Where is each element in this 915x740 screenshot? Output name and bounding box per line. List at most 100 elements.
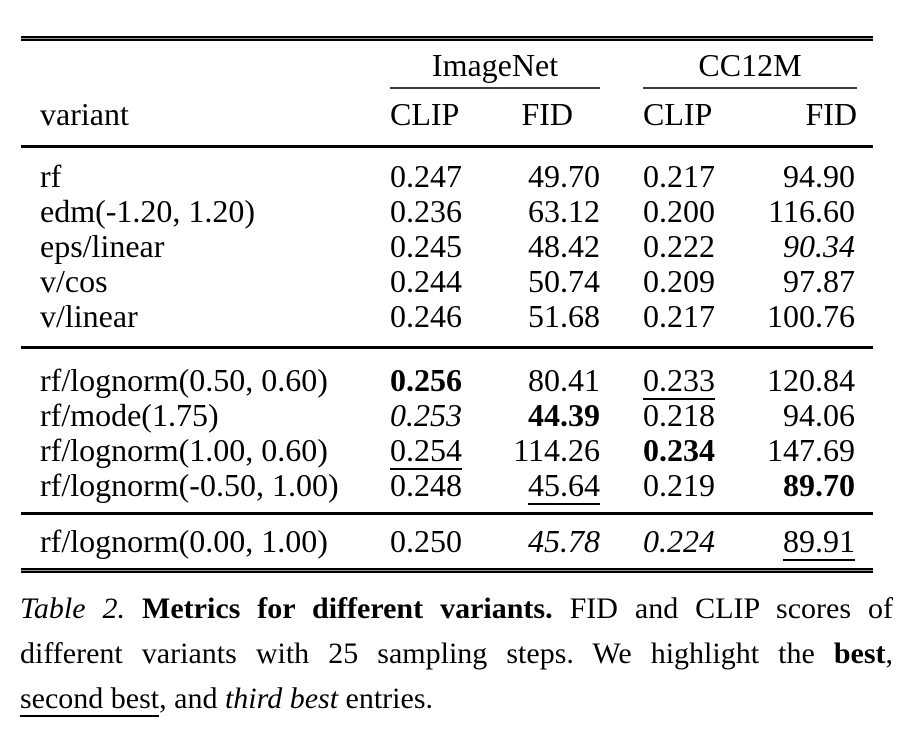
column-header-row: variant CLIP FID CLIP FID bbox=[21, 89, 873, 145]
variant-cell: eps/linear bbox=[21, 229, 369, 264]
table-row: eps/linear 0.245 48.42 0.222 90.34 bbox=[21, 229, 873, 264]
metric-cell: 49.70 bbox=[465, 159, 600, 194]
variant-cell: rf/lognorm(1.00, 0.60) bbox=[21, 433, 369, 468]
metric-cell: 45.64 bbox=[465, 467, 600, 505]
group-header-spacer bbox=[21, 41, 369, 89]
caption-text-segment: third best bbox=[224, 682, 339, 715]
cell-value: 0.217 bbox=[643, 158, 715, 194]
caption-text-segment: Table 2. bbox=[20, 592, 126, 625]
table-row: v/cos 0.244 50.74 0.209 97.87 bbox=[21, 264, 873, 299]
metric-cell: 0.248 bbox=[369, 468, 465, 503]
metric-cell: 0.253 bbox=[369, 398, 465, 433]
caption-text-segment: , and bbox=[159, 682, 225, 715]
table-row: v/linear 0.246 51.68 0.217 100.76 bbox=[21, 299, 873, 334]
table-row: rf/lognorm(-0.50, 1.00) 0.248 45.64 0.219 89… bbox=[21, 467, 873, 505]
cell-value: 120.84 bbox=[767, 362, 855, 398]
variant-cell: rf bbox=[21, 159, 369, 194]
cell-value: 0.236 bbox=[390, 193, 462, 229]
cell-value: 45.64 bbox=[528, 467, 600, 505]
imagenet-group-label: ImageNet bbox=[390, 47, 600, 89]
caption-text-segment: Metrics for different variants. bbox=[142, 592, 553, 625]
cell-value: 0.253 bbox=[390, 397, 462, 433]
caption-text-segment bbox=[125, 592, 142, 625]
variant-cell: v/linear bbox=[21, 299, 369, 334]
cc12m-group-label: CC12M bbox=[643, 47, 857, 89]
table-row: edm(-1.20, 1.20) 0.236 63.12 0.200 116.60 bbox=[21, 194, 873, 229]
metric-cell: 0.246 bbox=[369, 299, 465, 334]
cell-value: 51.68 bbox=[528, 298, 600, 334]
metric-cell: 147.69 bbox=[720, 433, 873, 468]
cell-value: edm(-1.20, 1.20) bbox=[40, 193, 256, 229]
caption-line: different variants with 25 sampling step… bbox=[20, 631, 893, 676]
cell-value: eps/linear bbox=[40, 228, 165, 264]
cell-value: 80.41 bbox=[528, 362, 600, 398]
header-rule bbox=[21, 145, 873, 148]
cell-value: 116.60 bbox=[768, 193, 855, 229]
metric-cell: 0.247 bbox=[369, 159, 465, 194]
metric-cell: 0.209 bbox=[600, 264, 720, 299]
metric-cell: 94.90 bbox=[720, 159, 873, 194]
table-block-rf-variants: rf/lognorm(0.50, 0.60) 0.256 80.41 0.233 120… bbox=[21, 349, 873, 512]
cell-value: v/linear bbox=[40, 298, 138, 334]
cell-value: 50.74 bbox=[528, 263, 600, 299]
caption-line: Table 2. Metrics for different variants.… bbox=[20, 586, 893, 631]
cell-value: rf/lognorm(-0.50, 1.00) bbox=[40, 467, 339, 503]
cell-value: 147.69 bbox=[767, 432, 855, 468]
metric-cell: 0.236 bbox=[369, 194, 465, 229]
cell-value: v/cos bbox=[40, 263, 108, 299]
table-row: rf/lognorm(1.00, 0.60) 0.254 114.26 0.234 14… bbox=[21, 432, 873, 470]
table-row: rf/lognorm(0.50, 0.60) 0.256 80.41 0.233 120… bbox=[21, 362, 873, 400]
caption-text-segment: entries. bbox=[338, 682, 433, 715]
column-header-clip-imagenet: CLIP bbox=[390, 96, 460, 132]
metric-cell: 80.41 bbox=[465, 363, 600, 398]
variant-cell: rf/lognorm(-0.50, 1.00) bbox=[21, 468, 369, 503]
table-block-baselines: rf 0.247 49.70 0.217 94.90 edm(-1.20, 1.20) 0.… bbox=[21, 148, 873, 346]
metric-cell: 94.06 bbox=[720, 398, 873, 433]
variant-cell: rf/lognorm(0.50, 0.60) bbox=[21, 363, 369, 398]
metric-cell: 90.34 bbox=[720, 229, 873, 264]
cell-value: 94.06 bbox=[783, 397, 855, 433]
metric-cell: 44.39 bbox=[465, 398, 600, 433]
column-header-fid-cc12m: FID bbox=[805, 96, 857, 132]
cell-value: 0.234 bbox=[643, 432, 715, 468]
block-separator-rule-1 bbox=[21, 346, 873, 349]
table-top-rule bbox=[21, 36, 873, 41]
metrics-table: ImageNet CC12M variant CLIP FID CLIP FID… bbox=[21, 36, 873, 573]
metric-cell: 48.42 bbox=[465, 229, 600, 264]
metric-cell: 0.219 bbox=[600, 468, 720, 503]
metric-cell: 0.233 bbox=[600, 362, 720, 400]
cell-value: rf/lognorm(1.00, 0.60) bbox=[40, 432, 328, 468]
column-header-fid-imagenet: FID bbox=[521, 96, 573, 132]
cell-value: 0.224 bbox=[643, 523, 715, 559]
metric-cell: 0.244 bbox=[369, 264, 465, 299]
cell-value: 97.87 bbox=[783, 263, 855, 299]
metric-cell: 0.217 bbox=[600, 299, 720, 334]
metric-cell: 0.256 bbox=[369, 363, 465, 398]
metric-cell: 50.74 bbox=[465, 264, 600, 299]
metric-cell: 0.250 bbox=[369, 524, 465, 559]
cell-value: 114.26 bbox=[513, 432, 600, 468]
table-row: rf/mode(1.75) 0.253 44.39 0.218 94.06 bbox=[21, 398, 873, 433]
metric-cell: 63.12 bbox=[465, 194, 600, 229]
metric-cell: 0.245 bbox=[369, 229, 465, 264]
cell-value: 0.245 bbox=[390, 228, 462, 264]
metric-cell: 100.76 bbox=[720, 299, 873, 334]
variant-cell: rf/lognorm(0.00, 1.00) bbox=[21, 524, 369, 559]
metric-cell: 0.217 bbox=[600, 159, 720, 194]
variant-cell: rf/mode(1.75) bbox=[21, 398, 369, 433]
cell-value: 45.78 bbox=[528, 523, 600, 559]
table-caption: Table 2. Metrics for different variants.… bbox=[20, 586, 893, 721]
cell-value: 0.247 bbox=[390, 158, 462, 194]
metric-cell: 51.68 bbox=[465, 299, 600, 334]
column-header-clip-cc12m: CLIP bbox=[643, 96, 713, 132]
cell-value: 0.209 bbox=[643, 263, 715, 299]
cell-value: rf/mode(1.75) bbox=[40, 397, 219, 433]
variant-cell: v/cos bbox=[21, 264, 369, 299]
cell-value: 100.76 bbox=[767, 298, 855, 334]
cell-value: 0.217 bbox=[643, 298, 715, 334]
metric-cell: 0.224 bbox=[600, 524, 720, 559]
cell-value: 48.42 bbox=[528, 228, 600, 264]
block-separator-rule-2 bbox=[21, 512, 873, 515]
variant-cell: edm(-1.20, 1.20) bbox=[21, 194, 369, 229]
